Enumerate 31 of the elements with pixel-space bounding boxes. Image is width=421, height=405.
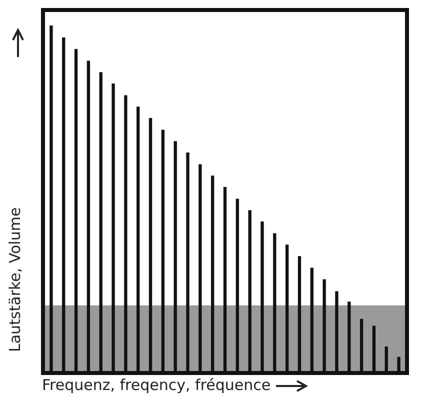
bar (148, 118, 152, 371)
bar (86, 60, 90, 371)
bar (248, 210, 252, 371)
bar (273, 233, 276, 371)
bar (322, 279, 326, 371)
bar (74, 48, 78, 371)
bar (384, 346, 388, 371)
bar (223, 187, 227, 371)
bar (124, 95, 128, 371)
bar (198, 164, 202, 371)
bar (62, 38, 66, 371)
bar (260, 222, 264, 371)
bar (186, 152, 190, 371)
bar (397, 356, 400, 371)
bar (285, 244, 289, 371)
bar (335, 291, 338, 371)
y-axis-title: Lautstärke, Volume (6, 207, 24, 352)
bar (136, 106, 140, 371)
bar (211, 176, 214, 371)
bar (360, 318, 364, 371)
bar (50, 25, 53, 371)
bar (161, 130, 165, 371)
bar (112, 83, 115, 371)
bar (99, 72, 102, 371)
x-axis-title: Frequenz, freqency, fréquence (42, 376, 271, 394)
bar (348, 302, 351, 371)
bar (236, 198, 239, 371)
bar (372, 326, 376, 371)
bar (298, 256, 302, 371)
bar (174, 141, 177, 371)
bar (310, 268, 314, 371)
